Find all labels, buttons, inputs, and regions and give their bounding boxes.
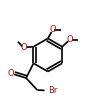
Text: O: O — [67, 35, 73, 44]
Text: O: O — [21, 43, 27, 52]
Text: O: O — [49, 26, 56, 34]
Text: O: O — [7, 69, 14, 78]
Text: Br: Br — [48, 86, 57, 95]
